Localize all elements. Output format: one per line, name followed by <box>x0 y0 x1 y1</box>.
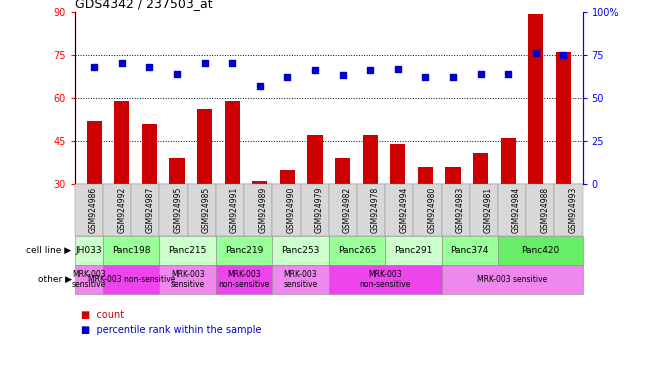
Text: GSM924991: GSM924991 <box>230 187 239 233</box>
Text: MRK-003
non-sensitive: MRK-003 non-sensitive <box>219 270 270 289</box>
Bar <box>225 101 240 271</box>
Bar <box>307 136 322 271</box>
Text: GSM924993: GSM924993 <box>568 187 577 233</box>
Bar <box>473 152 488 271</box>
Text: GSM924988: GSM924988 <box>540 187 549 233</box>
Text: GSM924992: GSM924992 <box>117 187 126 233</box>
Text: Panc374: Panc374 <box>450 246 489 255</box>
Text: other ▶: other ▶ <box>38 275 72 284</box>
Bar <box>252 182 268 271</box>
Text: GSM924981: GSM924981 <box>484 187 493 233</box>
Text: GSM924983: GSM924983 <box>456 187 465 233</box>
Bar <box>169 158 185 271</box>
Text: GSM924985: GSM924985 <box>202 187 211 233</box>
Text: MRK-003
sensitive: MRK-003 sensitive <box>72 270 106 289</box>
Text: MRK-003
sensitive: MRK-003 sensitive <box>283 270 318 289</box>
Point <box>227 60 238 66</box>
Point <box>144 64 154 70</box>
Bar <box>390 144 406 271</box>
Text: Panc215: Panc215 <box>169 246 207 255</box>
Bar <box>501 138 516 271</box>
Bar <box>114 101 130 271</box>
Text: Panc219: Panc219 <box>225 246 263 255</box>
Point <box>89 64 100 70</box>
Point <box>420 74 430 80</box>
Text: GSM924978: GSM924978 <box>371 187 380 233</box>
Text: GSM924995: GSM924995 <box>174 187 182 233</box>
Point <box>255 83 265 89</box>
Text: Panc420: Panc420 <box>521 246 559 255</box>
Text: GDS4342 / 237503_at: GDS4342 / 237503_at <box>75 0 212 10</box>
Bar <box>280 170 295 271</box>
Text: Panc291: Panc291 <box>395 246 432 255</box>
Text: ■  count: ■ count <box>81 310 124 320</box>
Bar <box>335 158 350 271</box>
Text: Panc198: Panc198 <box>112 246 150 255</box>
Point <box>337 72 348 78</box>
Text: MRK-003
sensitive: MRK-003 sensitive <box>171 270 205 289</box>
Point <box>531 50 541 56</box>
Point <box>310 67 320 73</box>
Text: Panc265: Panc265 <box>338 246 376 255</box>
Text: Panc253: Panc253 <box>281 246 320 255</box>
Text: ■  percentile rank within the sample: ■ percentile rank within the sample <box>81 325 262 335</box>
Text: GSM924982: GSM924982 <box>343 187 352 233</box>
Text: cell line ▶: cell line ▶ <box>27 246 72 255</box>
Point <box>365 67 376 73</box>
Point <box>172 71 182 77</box>
Bar <box>445 167 460 271</box>
Text: MRK-003 sensitive: MRK-003 sensitive <box>477 275 547 284</box>
Point <box>199 60 210 66</box>
Bar <box>87 121 102 271</box>
Bar <box>363 136 378 271</box>
Text: GSM924989: GSM924989 <box>258 187 267 233</box>
Point <box>503 71 514 77</box>
Point <box>117 60 127 66</box>
Point <box>282 74 292 80</box>
Text: JH033: JH033 <box>76 246 102 255</box>
Text: GSM924987: GSM924987 <box>145 187 154 233</box>
Text: GSM924980: GSM924980 <box>428 187 436 233</box>
Text: GSM924986: GSM924986 <box>89 187 98 233</box>
Bar <box>556 52 571 271</box>
Point <box>558 51 568 58</box>
Point <box>448 74 458 80</box>
Text: GSM924984: GSM924984 <box>512 187 521 233</box>
Point <box>393 65 403 71</box>
Bar <box>528 14 544 271</box>
Text: GSM924994: GSM924994 <box>399 187 408 233</box>
Text: GSM924990: GSM924990 <box>286 187 296 233</box>
Point <box>475 71 486 77</box>
Bar <box>197 109 212 271</box>
Text: MRK-003
non-sensitive: MRK-003 non-sensitive <box>359 270 411 289</box>
Text: GSM924979: GSM924979 <box>314 187 324 233</box>
Bar <box>418 167 433 271</box>
Text: MRK-003 non-sensitive: MRK-003 non-sensitive <box>88 275 175 284</box>
Bar <box>142 124 157 271</box>
